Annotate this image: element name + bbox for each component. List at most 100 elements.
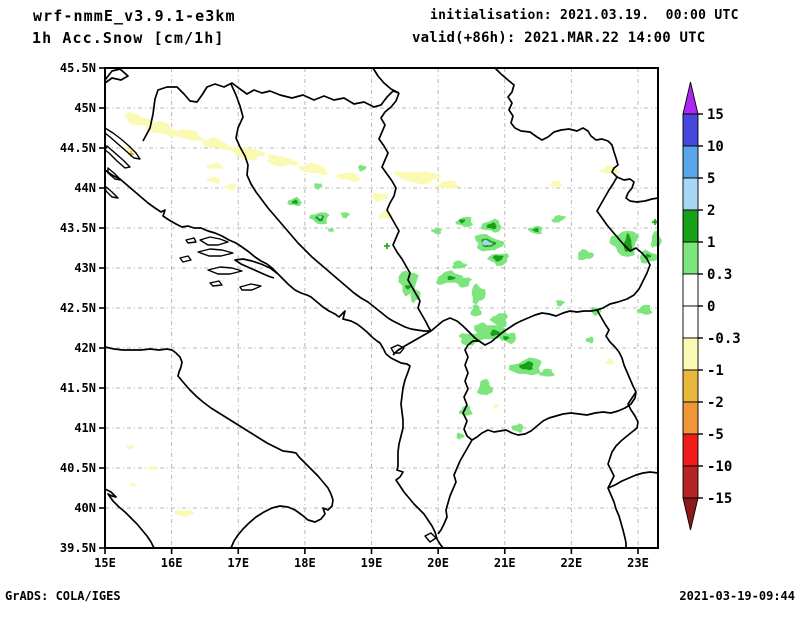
colorbar-label: -10 bbox=[707, 459, 732, 475]
snow-patch-p03 bbox=[650, 230, 662, 248]
snow-patch-m03 bbox=[205, 176, 221, 184]
snow-patches bbox=[124, 112, 662, 517]
colorbar: 15 10 5 2 1 0.3 0 -0.3 -1 -2 -5 -10 -15 bbox=[682, 81, 741, 531]
colorbar-label: 0 bbox=[707, 299, 715, 315]
x-tick-label: 20E bbox=[427, 556, 449, 570]
y-tick-label: 44.5N bbox=[60, 141, 96, 155]
snow-patch-p03 bbox=[430, 228, 443, 235]
snow-patch-p03 bbox=[554, 214, 566, 222]
y-tick-label: 43N bbox=[74, 261, 96, 275]
island-outline bbox=[199, 236, 229, 246]
y-tick-label: 40N bbox=[74, 501, 96, 515]
country-border bbox=[494, 67, 659, 203]
colorbar-segment bbox=[682, 369, 699, 403]
snow-patch-p03 bbox=[453, 277, 472, 288]
colorbar-segment bbox=[682, 177, 699, 211]
snow-patch-p03 bbox=[398, 270, 419, 297]
coastline bbox=[104, 488, 155, 549]
x-tick-label: 23E bbox=[627, 556, 649, 570]
colorbar-segment bbox=[682, 465, 699, 499]
creation-timestamp: 2021-03-19-09:44 bbox=[679, 589, 795, 603]
snow-patch-p03 bbox=[340, 212, 350, 219]
island-outline bbox=[239, 283, 262, 291]
snow-patch-p03 bbox=[470, 304, 482, 317]
point-marker bbox=[384, 243, 390, 249]
snow-patch-m03 bbox=[173, 510, 195, 517]
y-tick-label: 45.5N bbox=[60, 61, 96, 75]
x-tick-label: 22E bbox=[561, 556, 583, 570]
colorbar-label: -2 bbox=[707, 395, 724, 411]
snow-patch-p1 bbox=[291, 199, 298, 205]
colorbar-label: -5 bbox=[707, 427, 724, 443]
y-tick-label: 42.5N bbox=[60, 301, 96, 315]
country-border bbox=[437, 439, 473, 535]
snow-patch-p1 bbox=[447, 275, 457, 280]
snow-patch-p03 bbox=[471, 283, 486, 305]
coastline bbox=[104, 346, 334, 549]
snow-patch-p03 bbox=[636, 304, 653, 315]
x-tick-label: 21E bbox=[494, 556, 516, 570]
initialisation-label: initialisation: 2021.03.19. 00:00 UTC bbox=[430, 8, 739, 23]
snow-patch-p2 bbox=[317, 215, 323, 219]
snow-patch-p03 bbox=[585, 336, 594, 344]
snow-patch-p1 bbox=[490, 329, 501, 337]
coastlines-and-borders bbox=[104, 67, 659, 549]
colorbar-arrow-bottom bbox=[682, 497, 699, 531]
snow-patch-p2 bbox=[482, 239, 493, 246]
y-tick-label: 45N bbox=[74, 101, 96, 115]
colorbar-segment bbox=[682, 209, 699, 243]
y-tick-label: 40.5N bbox=[60, 461, 96, 475]
snow-patch-m03 bbox=[206, 162, 223, 169]
snow-patch-m03 bbox=[605, 358, 615, 365]
snow-patch-p1 bbox=[645, 253, 652, 259]
snow-patch-p03 bbox=[358, 164, 367, 172]
snow-patch-p03 bbox=[314, 183, 323, 190]
snow-patch-m03 bbox=[124, 112, 155, 127]
colorbar-label: 1 bbox=[707, 235, 715, 251]
snow-patch-m03 bbox=[298, 162, 329, 176]
y-tick-label: 43.5N bbox=[60, 221, 96, 235]
snow-patch-p03 bbox=[452, 260, 468, 269]
snow-patch-p1 bbox=[519, 361, 534, 371]
colorbar-label: -1 bbox=[707, 363, 724, 379]
x-tick-label: 19E bbox=[361, 556, 383, 570]
country-border bbox=[596, 176, 651, 311]
country-border bbox=[607, 471, 659, 489]
snow-patch-m03 bbox=[372, 193, 389, 202]
country-border bbox=[607, 391, 639, 548]
snow-patch-m03 bbox=[227, 146, 267, 161]
colorbar-segment bbox=[682, 145, 699, 179]
y-tick-label: 41.5N bbox=[60, 381, 96, 395]
snow-patch-m03 bbox=[435, 180, 461, 189]
snow-patch-p1 bbox=[486, 222, 497, 230]
snow-patch-m03 bbox=[392, 171, 441, 185]
island-outline bbox=[209, 280, 223, 287]
colorbar-segment bbox=[682, 305, 699, 339]
colorbar-segment bbox=[682, 433, 699, 467]
snow-patch-m03 bbox=[125, 445, 135, 450]
snow-patch-p03 bbox=[327, 227, 334, 232]
snow-patch-p03 bbox=[456, 432, 465, 440]
country-border bbox=[372, 67, 400, 94]
island-outline bbox=[179, 255, 192, 263]
y-tick-label: 42N bbox=[74, 341, 96, 355]
snow-patch-p03 bbox=[511, 423, 524, 433]
island-outline bbox=[185, 237, 197, 244]
colorbar-segment bbox=[682, 113, 699, 147]
island-outline bbox=[207, 266, 243, 275]
snow-patch-p1 bbox=[458, 219, 466, 224]
colorbar-segment bbox=[682, 273, 699, 307]
axis-labels: 15E 16E 17E 18E 19E 20E 21E 22E 23E 45.5N 45N 44.5N… bbox=[60, 61, 649, 570]
snow-patch-p03 bbox=[578, 248, 595, 261]
island-outline bbox=[424, 532, 437, 543]
island-outline bbox=[197, 248, 234, 257]
island-outline bbox=[107, 167, 122, 181]
coastline bbox=[104, 169, 444, 549]
snow-patch-m03 bbox=[147, 465, 156, 470]
grads-credit: GrADS: COLA/IGES bbox=[5, 589, 121, 603]
snow-patch-m03 bbox=[266, 153, 301, 167]
coastline bbox=[104, 68, 129, 84]
colorbar-label: -15 bbox=[707, 491, 732, 507]
